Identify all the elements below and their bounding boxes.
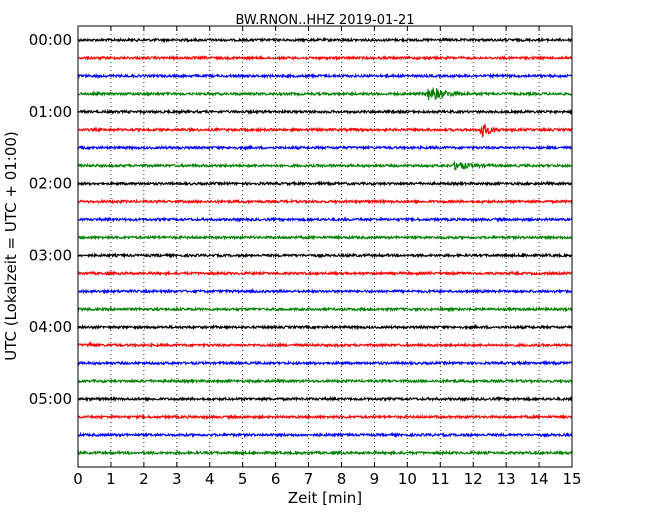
trace-row xyxy=(77,144,573,151)
x-tick-label: 0 xyxy=(73,470,83,488)
x-tick-label: 14 xyxy=(530,470,549,488)
x-tick-label: 10 xyxy=(398,470,417,488)
y-tick-label: 02:00 xyxy=(29,175,72,193)
y-axis-label: UTC (Lokalzeit = UTC + 01:00) xyxy=(2,131,20,361)
y-tick-label: 03:00 xyxy=(29,246,72,264)
x-tick-label: 7 xyxy=(304,470,314,488)
x-tick-label: 5 xyxy=(238,470,248,488)
y-tick-label: 01:00 xyxy=(29,103,72,121)
axis-ticks: 0 1 2 3 4 5 6 7 8 9 10 11 12 13 14 1500:0001:0002:0003:… xyxy=(29,26,582,488)
trace-row xyxy=(77,108,573,116)
trace-row xyxy=(77,359,573,367)
trace-row xyxy=(77,180,573,187)
trace-row xyxy=(77,198,573,205)
trace-row xyxy=(77,431,573,439)
trace-row xyxy=(77,234,573,241)
x-axis-label: Zeit [min] xyxy=(288,489,362,507)
x-tick-label: 2 xyxy=(139,470,149,488)
x-tick-label: 15 xyxy=(562,470,581,488)
x-tick-label: 8 xyxy=(337,470,347,488)
trace-row xyxy=(77,270,573,277)
chart-title: BW.RNON..HHZ 2019-01-21 xyxy=(235,13,414,28)
x-tick-label: 13 xyxy=(497,470,516,488)
y-tick-label: 00:00 xyxy=(29,31,72,49)
trace-row xyxy=(77,54,573,62)
y-tick-label: 05:00 xyxy=(29,390,72,408)
trace-row xyxy=(77,288,573,295)
vertical-grid xyxy=(110,26,540,467)
x-tick-label: 9 xyxy=(370,470,380,488)
trace-row xyxy=(77,323,573,331)
trace-row xyxy=(77,341,573,349)
trace-row xyxy=(77,72,573,80)
trace-row xyxy=(77,216,573,223)
y-tick-label: 04:00 xyxy=(29,318,72,336)
trace-lines xyxy=(77,36,573,457)
x-tick-label: 4 xyxy=(205,470,215,488)
trace-row xyxy=(77,305,573,313)
trace-row xyxy=(77,123,573,138)
trace-row xyxy=(77,377,573,385)
trace-row xyxy=(77,413,573,421)
trace-row xyxy=(77,160,573,171)
x-tick-label: 1 xyxy=(106,470,116,488)
x-tick-label: 6 xyxy=(271,470,281,488)
trace-row xyxy=(77,252,573,259)
x-tick-label: 3 xyxy=(172,470,182,488)
plot-frame xyxy=(77,25,573,468)
trace-row xyxy=(77,87,573,101)
trace-row xyxy=(77,36,573,44)
trace-row xyxy=(77,395,573,403)
x-tick-label: 12 xyxy=(464,470,483,488)
trace-row xyxy=(77,449,573,457)
x-tick-label: 11 xyxy=(431,470,450,488)
